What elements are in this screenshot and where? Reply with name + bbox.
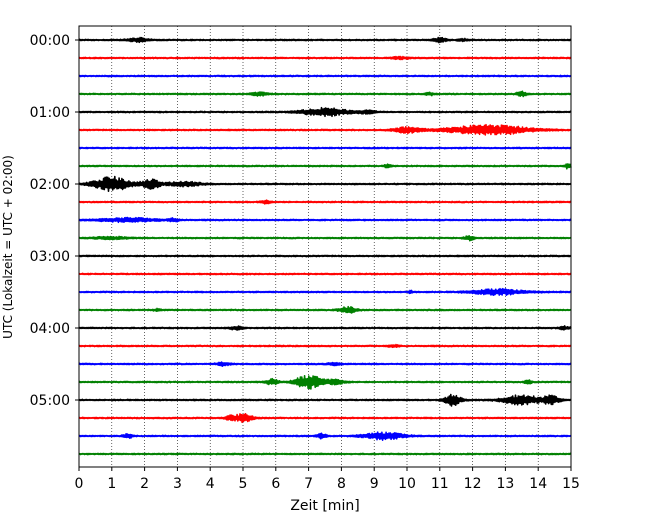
trace-0345	[78, 305, 572, 314]
x-tick-label: 14	[529, 476, 547, 492]
x-tick-label: 6	[271, 476, 280, 492]
plot-frame	[78, 25, 572, 468]
trace-0530	[78, 431, 572, 441]
y-tick-label: 03:00	[30, 249, 70, 265]
x-tick-label: 10	[398, 476, 416, 492]
trace-0100	[78, 106, 572, 118]
x-tick-label: 15	[562, 476, 580, 492]
seismic-traces	[78, 36, 572, 456]
trace-0200	[78, 175, 572, 192]
trace-0400	[78, 325, 572, 331]
y-axis-label: UTC (Lokalzeit = UTC + 02:00)	[1, 155, 15, 339]
trace-0045	[78, 90, 572, 98]
x-tick-label: 7	[304, 476, 313, 492]
x-tick-label: 3	[173, 476, 182, 492]
x-tick-label: 11	[431, 476, 449, 492]
x-tick-label: 0	[75, 476, 84, 492]
trace-0315	[78, 272, 572, 276]
trace-0115	[78, 123, 572, 136]
trace-0445	[78, 375, 572, 390]
trace-0515	[78, 413, 572, 424]
y-tick-label: 00:00	[30, 33, 70, 49]
y-axis-ticks: 00:00 01:00 02:00 03:00 04:00 05:00	[30, 33, 79, 409]
trace-0145	[78, 163, 572, 170]
y-tick-label: 04:00	[30, 321, 70, 337]
trace-0000	[78, 36, 572, 44]
x-axis-label: Zeit [min]	[290, 498, 359, 514]
x-tick-label: 9	[370, 476, 379, 492]
trace-0500	[78, 393, 572, 407]
x-tick-label: 5	[239, 476, 248, 492]
trace-0430	[78, 361, 572, 367]
y-tick-label: 05:00	[30, 393, 70, 409]
trace-0300	[78, 254, 572, 258]
x-tick-label: 8	[337, 476, 346, 492]
x-tick-label: 4	[206, 476, 215, 492]
x-tick-label: 1	[107, 476, 116, 492]
x-axis-ticks: 0 1 2 3 4 5 6 7 8 9 10 11 12 13 14 15	[75, 467, 580, 492]
y-tick-label: 01:00	[30, 105, 70, 121]
trace-0545	[78, 452, 572, 456]
x-tick-label: 12	[464, 476, 482, 492]
trace-0215	[78, 199, 572, 205]
x-tick-label: 13	[496, 476, 514, 492]
x-tick-label: 2	[140, 476, 149, 492]
trace-0230	[78, 216, 572, 224]
trace-0015	[78, 55, 572, 61]
y-tick-label: 02:00	[30, 177, 70, 193]
trace-0030	[78, 74, 572, 78]
trace-0245	[78, 235, 572, 242]
trace-0330	[78, 287, 572, 296]
trace-0130	[78, 146, 572, 150]
trace-0415	[78, 343, 572, 349]
